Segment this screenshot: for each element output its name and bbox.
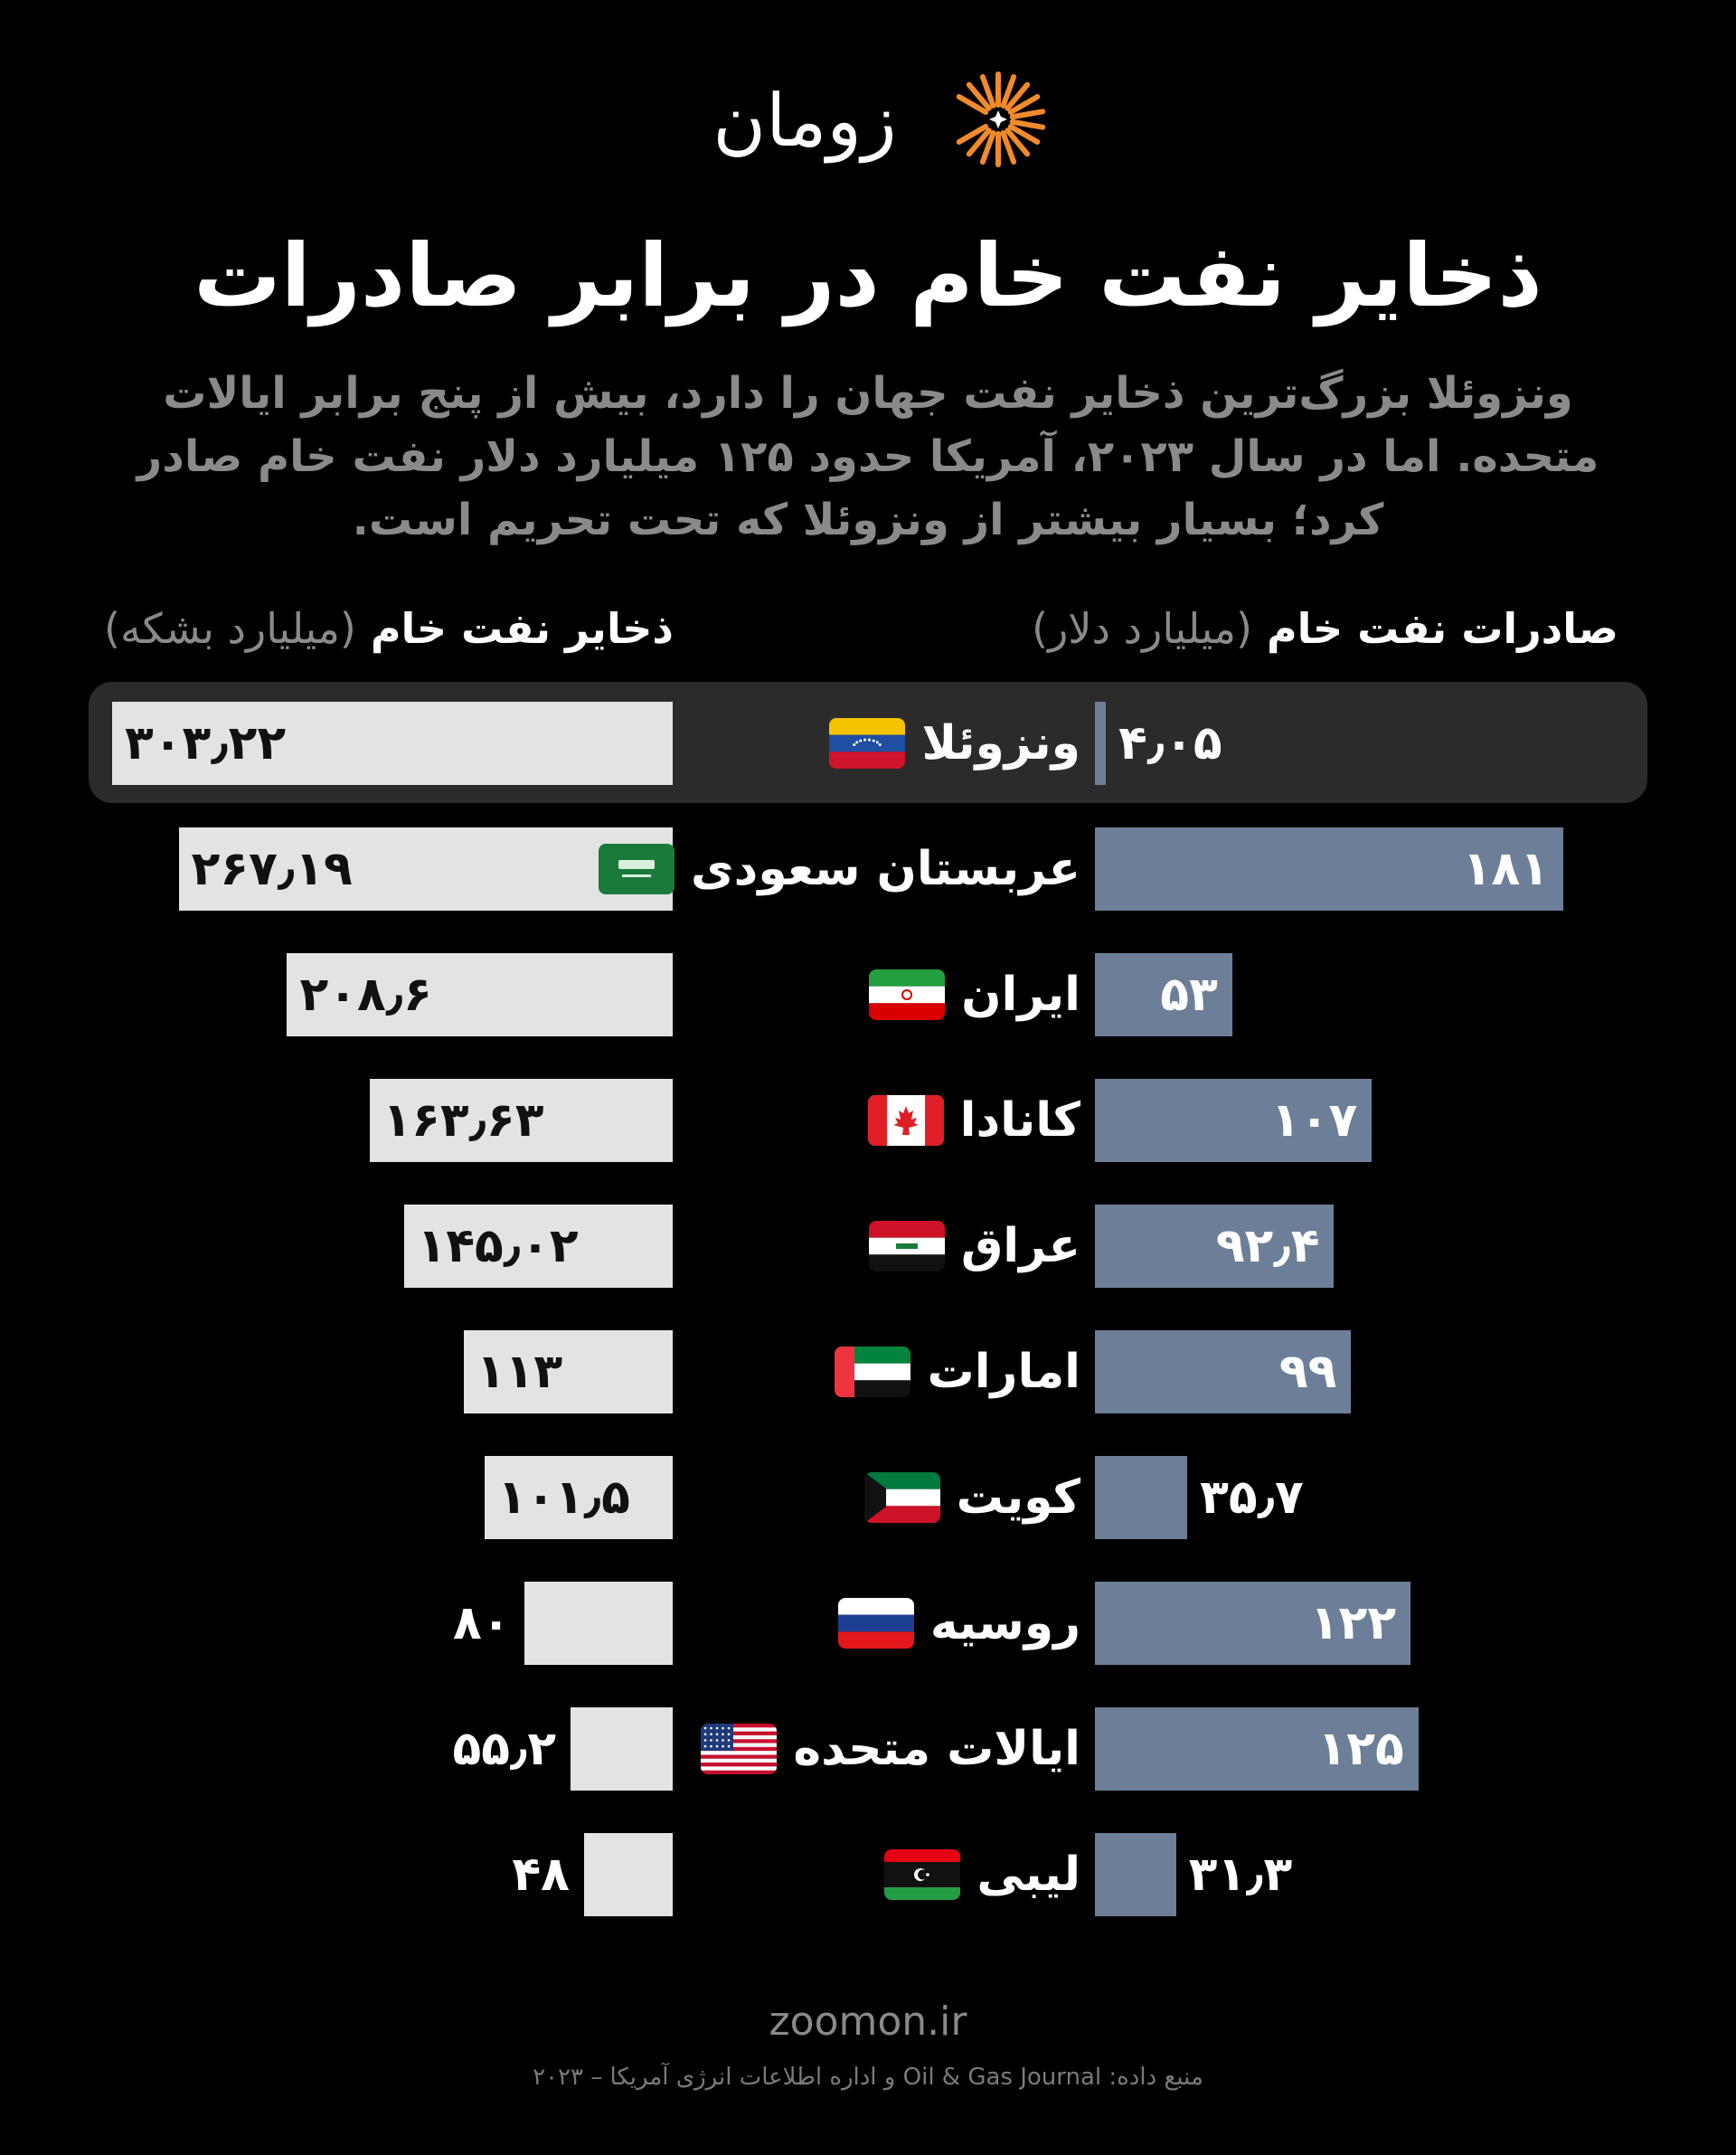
reserves-bar — [287, 953, 673, 1036]
reserves-value-label: ۵۵٫۲ — [452, 1722, 557, 1776]
usa-flag-icon — [701, 1724, 777, 1774]
exports-value-label: ۳۱٫۳ — [1188, 1848, 1293, 1902]
exports-value-label: ۱۸۱ — [1462, 842, 1549, 896]
exports-header-unit: (میلیارد دلار) — [1032, 604, 1252, 653]
reserves-value-label: ۱۰۱٫۵ — [497, 1470, 630, 1525]
brand-wordmark: زومان — [712, 79, 897, 163]
reserves-header-unit: (میلیارد بشکه) — [104, 604, 356, 653]
country-name: عراق — [960, 1219, 1080, 1273]
country-name: روسیه — [929, 1596, 1080, 1650]
page-subtitle: ونزوئلا بزرگ‌ترین ذخایر نفت جهان را دارد… — [137, 368, 1599, 545]
exports-bar — [1095, 827, 1563, 911]
canada-flag-icon — [868, 1095, 944, 1146]
reserves-value-label: ۸۰ — [452, 1596, 511, 1650]
kuwait-flag-icon — [864, 1472, 940, 1523]
exports-bar — [1095, 953, 1232, 1036]
reserves-bar — [463, 1330, 673, 1413]
reserves-bar — [571, 1707, 673, 1791]
reserves-value-label: ۱۴۵٫۰۲ — [417, 1219, 579, 1273]
libya-flag-icon — [884, 1849, 960, 1900]
reserves-value-label: ۲۰۸٫۶ — [299, 968, 432, 1022]
exports-value-label: ۱۲۵ — [1317, 1722, 1404, 1776]
exports-value-label: ۹۹ — [1278, 1345, 1337, 1399]
reserves-bar — [583, 1833, 673, 1916]
country-name: لیبی — [976, 1848, 1080, 1902]
country-name: ونزوئلا — [921, 716, 1080, 770]
exports-bar — [1095, 1330, 1352, 1413]
exports-bar — [1095, 1205, 1335, 1288]
iraq-flag-icon — [869, 1221, 945, 1271]
reserves-bar — [178, 827, 673, 911]
reserves-value-label: ۳۰۳٫۲۲ — [125, 716, 287, 770]
exports-bar — [1095, 1456, 1188, 1539]
exports-value-label: ۱۲۲ — [1309, 1596, 1397, 1650]
exports-bar — [1095, 1833, 1176, 1916]
country-name: کویت — [956, 1470, 1080, 1525]
brand-logo: زومان — [669, 65, 1067, 174]
reserves-value-label: ۲۶۷٫۱۹ — [191, 842, 353, 896]
exports-header-label: صادرات نفت خام — [1266, 604, 1618, 653]
page-title: ذخایر نفت خام در برابر صادرات — [193, 225, 1543, 326]
country-name: ایالات متحده — [793, 1722, 1080, 1776]
country-name: عربستان سعودی — [691, 842, 1080, 896]
exports-value-label: ۴٫۰۵ — [1118, 716, 1222, 770]
sun-burst-icon — [956, 71, 1046, 167]
reserves-bar — [485, 1456, 673, 1539]
reserves-bar — [112, 702, 673, 785]
exports-column-header: صادرات نفت خام (میلیارد دلار) — [1032, 597, 1618, 660]
website-url: zoomon.ir — [769, 1999, 967, 2045]
reserves-bar — [524, 1582, 673, 1665]
exports-value-label: ۳۵٫۷ — [1200, 1470, 1304, 1525]
reserves-column-header: ذخایر نفت خام (میلیارد بشکه) — [104, 597, 674, 660]
exports-bar — [1095, 1582, 1411, 1665]
country-name: امارات — [927, 1345, 1080, 1399]
exports-value-label: ۹۲٫۴ — [1215, 1219, 1320, 1273]
russia-flag-icon — [838, 1598, 914, 1649]
iran-flag-icon — [869, 969, 945, 1020]
exports-bar — [1095, 1707, 1419, 1791]
reserves-header-label: ذخایر نفت خام — [370, 604, 674, 653]
exports-bar — [1095, 702, 1106, 785]
exports-value-label: ۵۳ — [1160, 968, 1218, 1022]
data-source-note: منبع داده: Oil & Gas Journal و اداره اطل… — [533, 2064, 1203, 2091]
reserves-value-label: ۴۸ — [512, 1848, 570, 1902]
country-name: کانادا — [959, 1093, 1080, 1148]
reserves-value-label: ۱۱۳ — [476, 1345, 563, 1399]
exports-value-label: ۱۰۷ — [1271, 1093, 1358, 1148]
reserves-bar — [404, 1205, 673, 1288]
uae-flag-icon — [835, 1347, 910, 1397]
country-name: ایران — [961, 968, 1080, 1022]
saudi-arabia-flag-icon — [599, 844, 675, 894]
reserves-bar — [370, 1079, 673, 1162]
exports-bar — [1095, 1079, 1373, 1162]
reserves-value-label: ۱۶۳٫۶۳ — [382, 1093, 544, 1148]
venezuela-flag-icon — [829, 718, 905, 769]
